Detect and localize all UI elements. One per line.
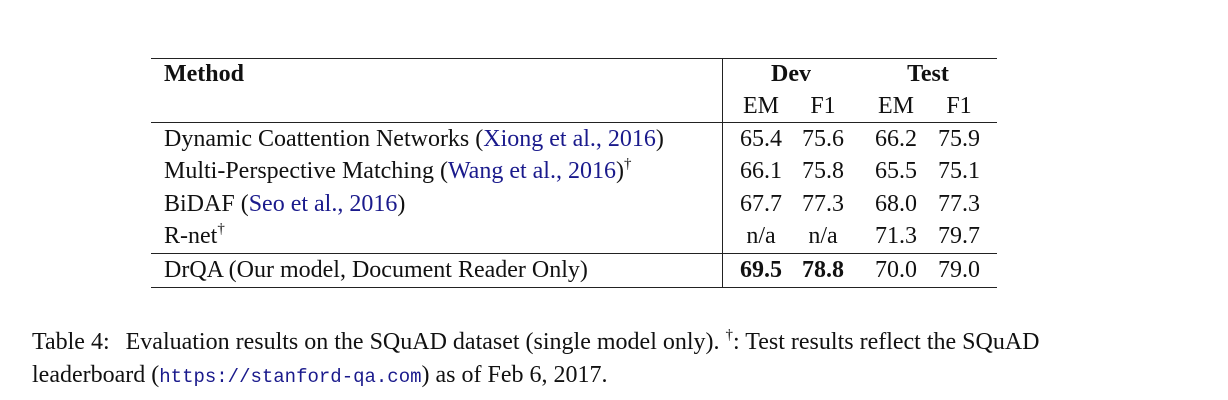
results-table: Method Dev Test EM F1 EM F1 Dynamic Coat…: [151, 58, 997, 288]
dev-em-cell: 65.4: [740, 126, 782, 152]
header-bottom-rule: [151, 122, 997, 123]
caption-text-2: : Test results reflect the SQuAD: [733, 329, 1040, 355]
test-f1-cell: 75.9: [938, 126, 980, 152]
ours-test-em-cell: 70.0: [875, 257, 917, 283]
column-separator: [722, 58, 723, 288]
dagger-mark: †: [217, 221, 225, 237]
row-method: Multi-Perspective Matching (: [164, 158, 448, 184]
header-test: Test: [907, 61, 949, 87]
table-bottom-rule: [151, 287, 997, 288]
dev-em-cell: 66.1: [740, 158, 782, 184]
header-test-f1: F1: [946, 93, 972, 119]
header-dev-em: EM: [743, 93, 779, 119]
table-row: Dynamic Coattention Networks (Xiong et a…: [164, 125, 664, 153]
dev-f1-cell: n/a: [808, 223, 838, 249]
test-em-cell: 68.0: [875, 191, 917, 217]
header-dev: Dev: [771, 61, 811, 87]
dev-f1-cell: 77.3: [802, 191, 844, 217]
dev-f1-cell: 75.8: [802, 158, 844, 184]
row-method: Dynamic Coattention Networks (: [164, 126, 484, 152]
test-f1-cell: 75.1: [938, 158, 980, 184]
row-method-suffix: ): [655, 126, 664, 152]
header-method: Method: [164, 61, 244, 87]
table-row: BiDAF (Seo et al., 2016): [164, 190, 405, 218]
caption-text: Evaluation results on the SQuAD dataset …: [125, 329, 720, 355]
table-row: Multi-Perspective Matching (Wang et al.,…: [164, 157, 631, 185]
header-dev-f1: F1: [810, 93, 836, 119]
row-method: BiDAF (: [164, 191, 249, 217]
caption-url-link[interactable]: https://stanford-qa.com: [159, 366, 422, 388]
ours-dev-em-cell: 69.5: [740, 257, 782, 283]
row-method: R-net: [164, 223, 218, 249]
test-f1-cell: 77.3: [938, 191, 980, 217]
ours-test-f1-cell: 79.0: [938, 257, 980, 283]
caption-label: Table 4:: [32, 329, 110, 355]
caption-text-3: leaderboard (: [32, 362, 160, 388]
citation-link[interactable]: Xiong et al., 2016: [483, 126, 656, 152]
citation-link[interactable]: Wang et al., 2016: [447, 158, 616, 184]
caption-dagger: †: [725, 327, 734, 343]
row-method-suffix: ): [397, 191, 406, 217]
dev-em-cell: n/a: [746, 223, 776, 249]
header-test-em: EM: [878, 93, 914, 119]
table-row: R-net†: [164, 222, 225, 250]
test-f1-cell: 79.7: [938, 223, 980, 249]
table-caption: Table 4: Evaluation results on the SQuAD…: [32, 326, 1192, 394]
ours-row-method: DrQA (Our model, Document Reader Only): [164, 257, 588, 283]
row-method-suffix: ): [615, 158, 624, 184]
ours-top-rule: [151, 253, 997, 254]
ours-dev-f1-cell: 78.8: [802, 257, 844, 283]
dev-f1-cell: 75.6: [802, 126, 844, 152]
test-em-cell: 71.3: [875, 223, 917, 249]
test-em-cell: 65.5: [875, 158, 917, 184]
citation-link[interactable]: Seo et al., 2016: [248, 191, 398, 217]
dev-em-cell: 67.7: [740, 191, 782, 217]
dagger-mark: †: [623, 156, 632, 172]
table-top-rule: [151, 58, 997, 59]
caption-text-4: ) as of Feb 6, 2017.: [421, 362, 608, 388]
test-em-cell: 66.2: [875, 126, 917, 152]
